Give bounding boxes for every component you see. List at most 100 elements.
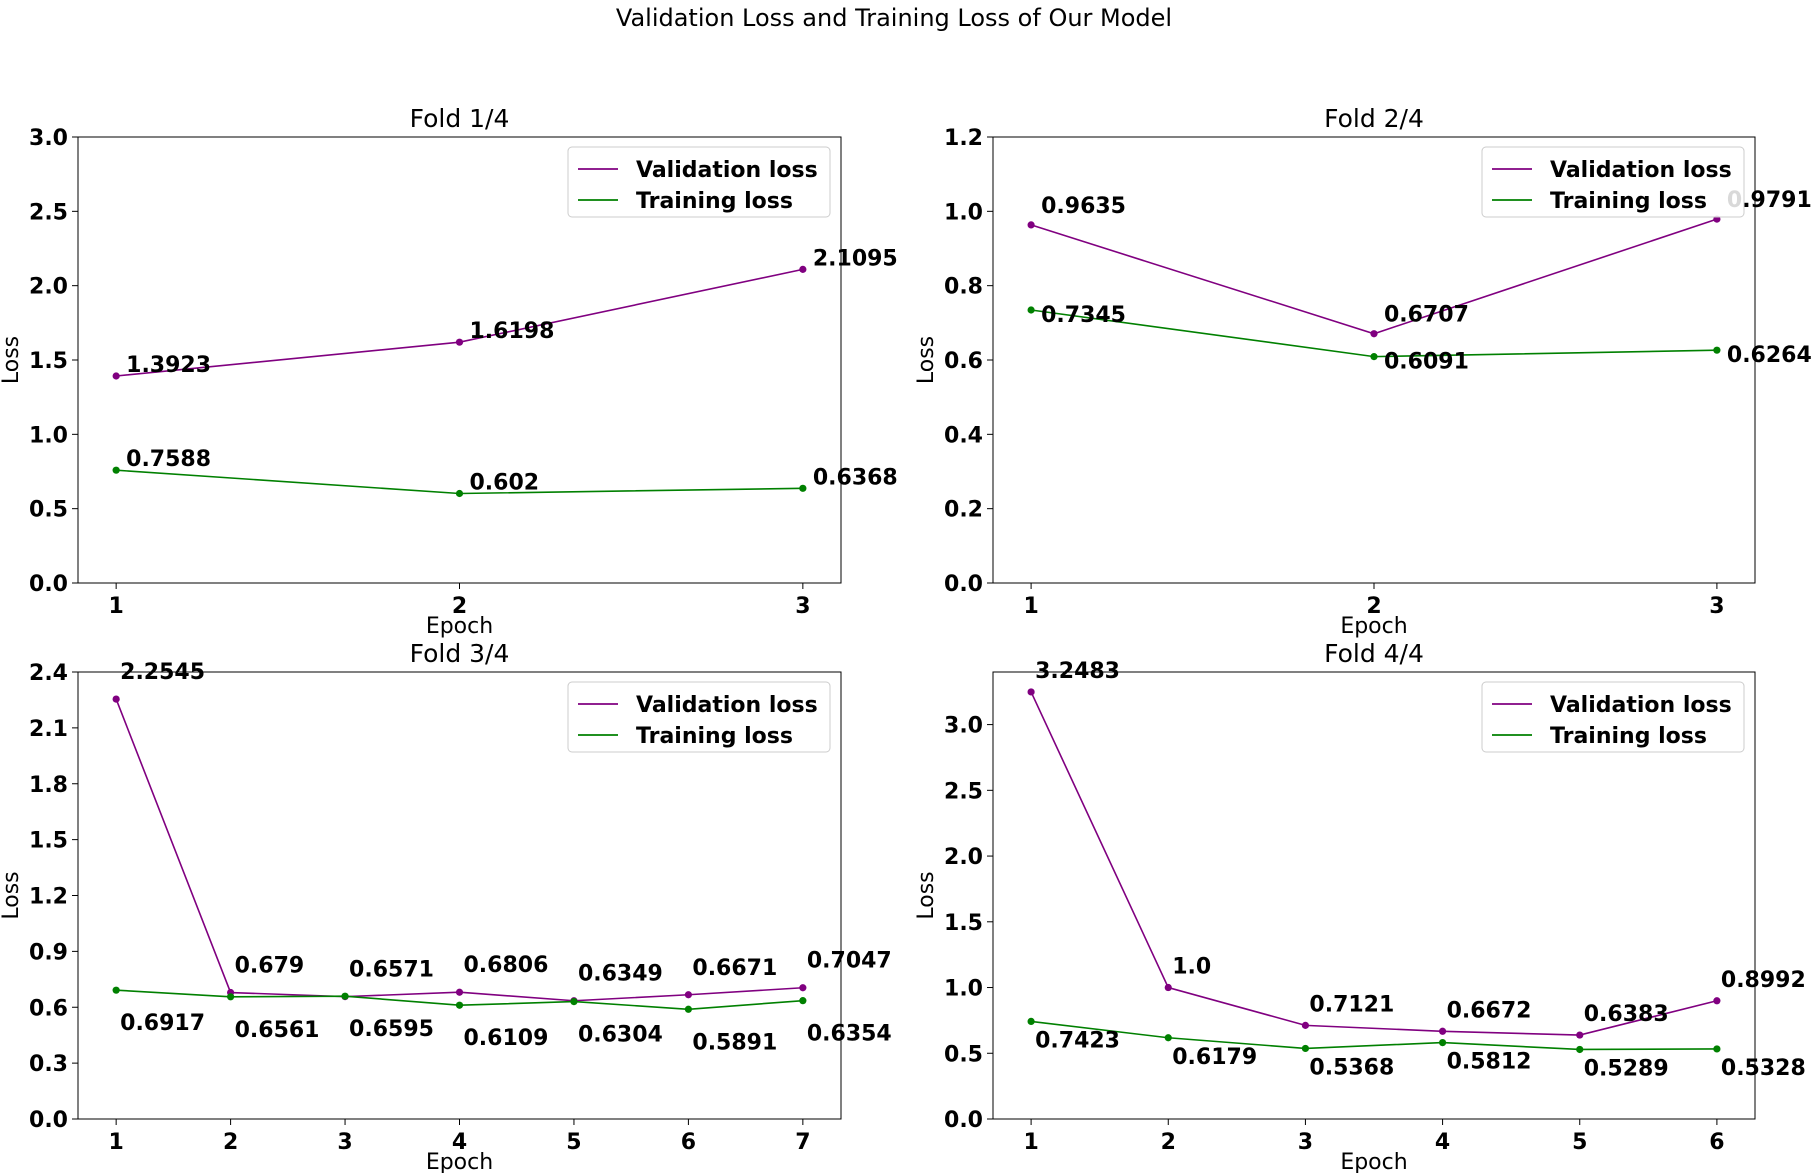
validation-loss-point (112, 372, 120, 380)
y-axis-label: Loss (0, 871, 24, 919)
validation-loss-point (112, 695, 120, 703)
legend-label-training: Training loss (636, 724, 793, 749)
y-tick-label: 0.4 (944, 423, 983, 448)
validation-loss-point (1027, 221, 1035, 229)
y-tick-label: 0.5 (29, 498, 68, 523)
y-tick-label: 0.0 (29, 1108, 68, 1133)
training-loss-point (227, 993, 235, 1001)
y-tick-label: 1.5 (29, 349, 68, 374)
x-tick-label: 2 (1161, 1130, 1176, 1155)
validation-loss-value-label: 1.3923 (126, 353, 211, 378)
validation-loss-value-label: 1.0 (1172, 955, 1211, 980)
y-tick-label: 0.0 (29, 572, 68, 597)
training-loss-point (1713, 1045, 1721, 1053)
training-loss-value-label: 0.7423 (1035, 1028, 1120, 1053)
y-tick-label: 1.5 (944, 911, 983, 936)
training-loss-point (1438, 1038, 1447, 1047)
y-tick-label: 2.5 (29, 200, 68, 225)
validation-loss-value-label: 1.6198 (470, 319, 555, 344)
x-tick-label: 1 (1023, 1130, 1038, 1155)
training-loss-value-label: 0.602 (470, 471, 540, 496)
validation-loss-line (1030, 218, 1718, 335)
validation-loss-point (799, 265, 807, 273)
y-tick-label: 1.5 (29, 829, 68, 854)
y-tick-label: 0.5 (944, 1042, 983, 1067)
x-tick-label: 5 (566, 1130, 581, 1155)
training-loss-point (1713, 346, 1721, 354)
validation-loss-value-label: 0.6806 (464, 953, 549, 978)
y-tick-label: 0.2 (944, 498, 983, 523)
y-tick-label: 3.0 (29, 126, 68, 151)
training-loss-value-label: 0.6304 (578, 1023, 663, 1048)
x-tick-label: 6 (681, 1130, 696, 1155)
training-loss-value-label: 0.6091 (1384, 350, 1469, 375)
training-loss-point (799, 484, 807, 492)
training-loss-value-label: 0.6368 (813, 465, 898, 490)
validation-loss-value-label: 0.6383 (1584, 1002, 1669, 1027)
legend: Validation loss Training loss (567, 146, 831, 218)
y-tick-label: 0.6 (29, 996, 68, 1021)
validation-loss-point (1438, 1027, 1447, 1035)
validation-loss-point (1027, 688, 1035, 696)
subplot-title: Fold 3/4 (410, 639, 510, 668)
y-tick-label: 0.0 (944, 572, 983, 597)
validation-loss-value-label: 0.6571 (349, 958, 434, 983)
y-tick-label: 2.0 (944, 845, 983, 870)
y-tick-label: 1.8 (29, 773, 68, 798)
validation-loss-point (1713, 997, 1721, 1005)
legend-box (567, 146, 831, 218)
validation-loss-value-label: 0.6672 (1447, 998, 1532, 1023)
validation-loss-value-label: 0.7121 (1309, 992, 1394, 1017)
training-loss-value-label: 0.6917 (120, 1011, 205, 1036)
validation-loss-point (1164, 983, 1172, 992)
x-tick-label: 3 (1709, 594, 1724, 619)
legend: Validation loss Training loss (1481, 681, 1745, 753)
subplot-fold-4: Fold 4/4 0.0 0.5 1.0 1.5 2.0 2.5 3.0 1 2 3 4 5 6 Epoch… (914, 639, 1806, 1173)
y-tick-label: 2.0 (29, 275, 68, 300)
training-loss-value-label: 0.6561 (235, 1018, 320, 1043)
x-axis-label: Epoch (1340, 614, 1407, 639)
training-loss-point (1576, 1045, 1584, 1054)
y-tick-label: 1.2 (944, 126, 983, 151)
y-tick-label: 1.0 (944, 977, 983, 1002)
x-tick-label: 1 (108, 1130, 123, 1155)
training-loss-point (455, 489, 464, 498)
y-tick-label: 1.0 (944, 200, 983, 225)
x-tick-label: 1 (1023, 594, 1038, 619)
validation-loss-point (455, 338, 464, 346)
subplot-title: Fold 2/4 (1324, 104, 1424, 133)
training-loss-value-label: 0.5328 (1721, 1056, 1806, 1081)
validation-loss-point (1370, 330, 1378, 338)
y-tick-label: 2.1 (29, 717, 68, 742)
validation-loss-line (1030, 691, 1718, 1036)
x-tick-label: 5 (1572, 1130, 1587, 1155)
legend-label-validation: Validation loss (636, 158, 818, 183)
training-loss-value-label: 0.5812 (1447, 1050, 1532, 1075)
validation-loss-point (684, 991, 693, 999)
training-loss-point (684, 1005, 693, 1013)
legend-label-validation: Validation loss (1550, 693, 1732, 718)
legend-label-training: Training loss (1550, 724, 1707, 749)
subplot-fold-1: Fold 1/4 0.0 0.5 1.0 1.5 2.0 2.5 3.0 1 2 3 Epoch Los… (0, 104, 898, 639)
legend-label-training: Training loss (1550, 189, 1707, 214)
validation-loss-value-label: 0.6707 (1384, 303, 1469, 328)
validation-loss-line (116, 268, 804, 377)
x-tick-label: 2 (223, 1130, 238, 1155)
training-loss-value-label: 0.6179 (1172, 1045, 1257, 1070)
y-tick-label: 1.2 (29, 885, 68, 910)
training-loss-value-label: 0.5368 (1309, 1055, 1394, 1080)
validation-loss-point (1301, 1021, 1310, 1029)
x-tick-label: 4 (1435, 1130, 1450, 1155)
y-axis-label: Loss (914, 871, 939, 919)
validation-loss-value-label: 0.6349 (578, 962, 663, 987)
y-tick-label: 0.8 (944, 275, 983, 300)
x-tick-label: 7 (795, 1130, 810, 1155)
y-tick-label: 0.6 (944, 349, 983, 374)
legend-box (1481, 681, 1745, 753)
training-loss-value-label: 0.6595 (349, 1017, 434, 1042)
x-axis-label: Epoch (426, 1150, 493, 1173)
x-axis-label: Epoch (426, 614, 493, 639)
validation-loss-value-label: 0.6671 (692, 956, 777, 981)
training-loss-value-label: 0.5289 (1584, 1056, 1669, 1081)
validation-loss-point (1576, 1031, 1584, 1039)
